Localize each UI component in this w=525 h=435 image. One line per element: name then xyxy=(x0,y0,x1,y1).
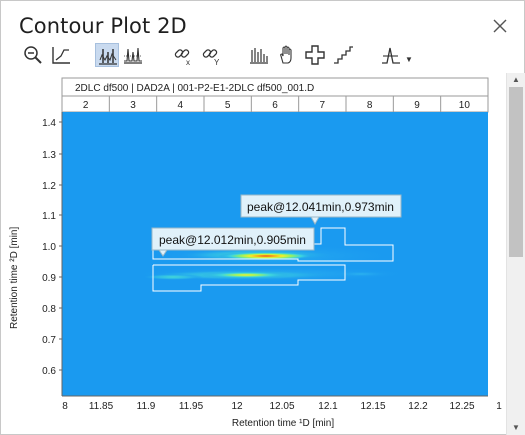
y-tick-label: 1.3 xyxy=(42,150,56,161)
y-axis-label: Retention time ²D [min] xyxy=(9,227,20,329)
peak-annotation-2-text: peak@12.012min,0.905min xyxy=(159,233,306,247)
y-tick-label: 0.8 xyxy=(42,304,56,315)
contour-view-icon xyxy=(99,49,117,65)
y-tick-labels: 1.4 1.3 1.2 1.1 1.0 0.9 0.8 0.7 0.6 xyxy=(42,118,62,377)
x-tick-label: 11.85 xyxy=(89,401,114,412)
peak-region-outlines xyxy=(152,227,394,292)
crosshair-button[interactable] xyxy=(303,43,327,67)
svg-text:x: x xyxy=(186,58,190,66)
x-tick-label: 12.05 xyxy=(269,401,294,412)
scroll-up-button[interactable]: ▲ xyxy=(512,75,520,84)
close-button[interactable] xyxy=(489,15,511,37)
scroll-down-button[interactable]: ▼ xyxy=(512,423,520,432)
toolbar: x Y xyxy=(15,41,435,71)
x-tick-label: 12.25 xyxy=(449,401,474,412)
unlink-y-button[interactable]: Y xyxy=(199,43,223,67)
peak-label-dropdown[interactable]: ▼ xyxy=(379,43,413,67)
unlink-x-button[interactable]: x xyxy=(171,43,195,67)
peak-annotation-1[interactable]: peak@12.041min,0.973min xyxy=(240,194,402,226)
contour-chart[interactable]: 2DLC df500 | DAD2A | 001-P2-E1-2DLC df50… xyxy=(1,73,507,435)
step-icon xyxy=(334,46,353,64)
peak-view-button[interactable] xyxy=(121,43,145,67)
x-tick-label: 8 xyxy=(62,401,68,412)
fraction-label: 7 xyxy=(320,100,326,111)
crosshair-icon xyxy=(305,45,325,65)
fraction-label: 4 xyxy=(178,100,184,111)
close-icon xyxy=(493,19,507,33)
peak-view-icon xyxy=(124,47,142,64)
peak-annotation-2[interactable]: peak@12.012min,0.905min xyxy=(151,227,315,257)
chart-area[interactable]: 2DLC df500 | DAD2A | 001-P2-E1-2DLC df50… xyxy=(1,73,508,435)
fraction-label: 10 xyxy=(459,100,471,111)
fraction-label: 6 xyxy=(272,100,278,111)
unlink-y-icon: Y xyxy=(202,49,220,66)
x-tick-labels: 8 11.85 11.9 11.95 12 12.05 12.1 12.15 12.2 12.25… xyxy=(62,401,502,412)
fraction-label: 3 xyxy=(130,100,136,111)
x-tick-label: 11.9 xyxy=(137,401,156,412)
y-tick-label: 1.4 xyxy=(42,118,56,129)
heatmap-features xyxy=(121,244,421,282)
axis-scale-icon xyxy=(52,47,70,64)
svg-text:Y: Y xyxy=(214,58,220,66)
fraction-label: 5 xyxy=(225,100,231,111)
x-tick-label: 1 xyxy=(496,401,502,412)
zoom-out-button[interactable] xyxy=(21,43,45,67)
vertical-scrollbar[interactable]: ▲ ▼ xyxy=(506,73,525,435)
contour-view-button[interactable] xyxy=(95,43,119,67)
pan-hand-icon xyxy=(280,45,292,64)
pan-button[interactable] xyxy=(275,43,299,67)
chart-header-label: 2DLC df500 | DAD2A | 001-P2-E1-2DLC df50… xyxy=(75,83,314,94)
spectrum-button[interactable] xyxy=(247,43,271,67)
x-tick-label: 12.2 xyxy=(408,401,428,412)
y-tick-label: 1.2 xyxy=(42,181,56,192)
y-tick-label: 1.0 xyxy=(42,242,56,253)
x-axis-label: Retention time ¹D [min] xyxy=(232,418,334,429)
y-tick-label: 1.1 xyxy=(42,211,56,222)
x-tick-label: 12 xyxy=(231,401,243,412)
y-tick-label: 0.9 xyxy=(42,273,56,284)
x-tick-label: 11.95 xyxy=(179,401,204,412)
fraction-label: 8 xyxy=(367,100,373,111)
fraction-label: 9 xyxy=(414,100,420,111)
window-title: Contour Plot 2D xyxy=(19,14,187,38)
step-button[interactable] xyxy=(331,43,355,67)
axis-scale-button[interactable] xyxy=(49,43,73,67)
spectrum-icon xyxy=(250,48,268,64)
chevron-down-icon: ▼ xyxy=(405,55,413,64)
zoom-out-icon xyxy=(24,46,42,64)
y-tick-label: 0.6 xyxy=(42,366,56,377)
peak-annotation-1-text: peak@12.041min,0.973min xyxy=(247,200,394,214)
unlink-x-icon: x xyxy=(174,49,190,66)
fraction-labels: 2 3 4 5 6 7 8 9 10 xyxy=(83,96,470,112)
y-tick-label: 0.7 xyxy=(42,335,56,346)
fraction-label: 2 xyxy=(83,100,89,111)
x-tick-label: 12.15 xyxy=(360,401,385,412)
scrollbar-thumb[interactable] xyxy=(509,87,523,257)
peak-label-dropdown-icon xyxy=(382,47,400,64)
x-tick-label: 12.1 xyxy=(318,401,338,412)
